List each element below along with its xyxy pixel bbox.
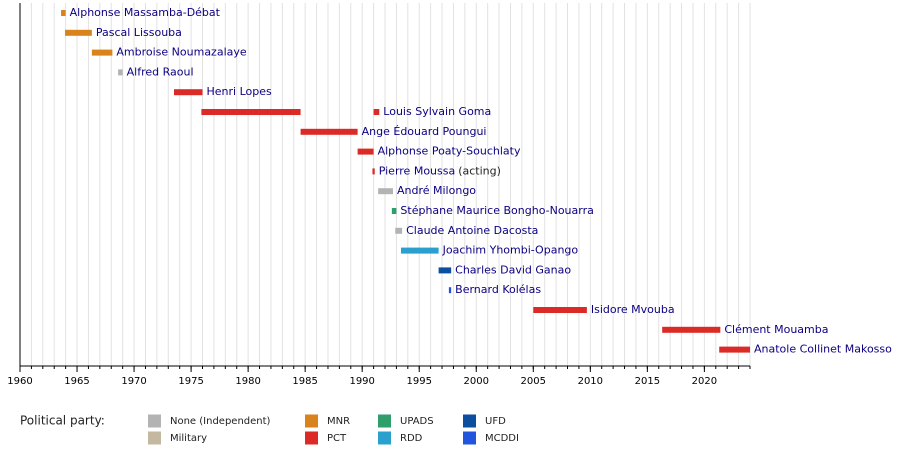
- pm-name[interactable]: Bernard Kolélas: [455, 283, 541, 296]
- term-bar: [300, 128, 358, 135]
- term-bar: [373, 109, 380, 115]
- legend-swatch: [378, 414, 391, 428]
- x-tick-label: 1970: [121, 376, 146, 387]
- pm-name[interactable]: Henri Lopes: [207, 85, 273, 98]
- pm-label: Charles David Ganao: [455, 263, 571, 276]
- x-tick-label: 1985: [292, 376, 317, 387]
- pm-label: Pascal Lissouba: [96, 26, 182, 39]
- pm-name[interactable]: Stéphane Maurice Bongho-Nouarra: [400, 204, 593, 217]
- x-tick-label: 2020: [692, 376, 717, 387]
- legend-label: MNR: [327, 416, 350, 427]
- term-bar: [91, 49, 113, 56]
- legend-swatch: [305, 414, 318, 428]
- pm-name[interactable]: Charles David Ganao: [455, 263, 571, 276]
- legend-swatch: [463, 431, 476, 445]
- term-bar: [378, 188, 393, 195]
- pm-name[interactable]: Ange Édouard Poungui: [362, 125, 487, 138]
- pm-name[interactable]: Joachim Yhombi-Opango: [442, 244, 579, 257]
- pm-label: Alphonse Poaty-Souchlaty: [378, 145, 521, 158]
- pm-label: Alphonse Massamba-Débat: [70, 6, 221, 19]
- term-bar: [61, 10, 66, 16]
- x-tick-label: 1990: [349, 376, 374, 387]
- term-bar: [65, 29, 92, 36]
- pm-name[interactable]: Clément Mouamba: [724, 323, 828, 336]
- term-bar: [662, 326, 721, 333]
- pm-label: Bernard Kolélas: [455, 283, 541, 296]
- pm-label: Stéphane Maurice Bongho-Nouarra: [400, 204, 593, 217]
- pm-label: Clément Mouamba: [724, 323, 828, 336]
- term-bar: [201, 109, 301, 115]
- x-tick-label: 1965: [64, 376, 89, 387]
- legend-swatch: [463, 414, 476, 428]
- legend-label: UPADS: [400, 416, 434, 427]
- pm-name[interactable]: Louis Sylvain Goma: [383, 105, 491, 118]
- x-tick-label: 1975: [178, 376, 203, 387]
- term-bar: [395, 227, 403, 234]
- pm-label: Alfred Raoul: [127, 65, 194, 78]
- legend-label: Military: [170, 433, 207, 444]
- term-bar: [372, 168, 375, 175]
- pm-note: (acting): [458, 164, 501, 177]
- x-tick-label: 2015: [635, 376, 660, 387]
- pm-name[interactable]: Pierre Moussa: [379, 164, 455, 177]
- legend-label: RDD: [400, 433, 423, 444]
- term-bar: [118, 69, 123, 76]
- x-tick-label: 1960: [7, 376, 32, 387]
- pm-name[interactable]: Alphonse Massamba-Débat: [70, 6, 221, 19]
- x-tick-label: 2000: [464, 376, 489, 387]
- term-bar: [173, 89, 203, 96]
- legend-title: Political party:: [20, 414, 105, 428]
- legend-swatch: [148, 431, 161, 445]
- x-tick-label: 1980: [235, 376, 260, 387]
- x-tick-label: 1995: [406, 376, 431, 387]
- x-tick-label: 2005: [521, 376, 546, 387]
- legend-label: PCT: [327, 433, 347, 444]
- legend-swatch: [305, 431, 318, 445]
- term-bar: [719, 346, 750, 353]
- pm-label: Louis Sylvain Goma: [383, 105, 491, 118]
- pm-label: André Milongo: [397, 184, 476, 197]
- legend-swatch: [378, 431, 391, 445]
- pm-name[interactable]: Ambroise Noumazalaye: [116, 46, 246, 59]
- pm-name[interactable]: Claude Antoine Dacosta: [406, 224, 538, 237]
- legend-swatch: [148, 414, 161, 428]
- pm-label: Joachim Yhombi-Opango: [442, 244, 579, 257]
- term-bar: [400, 247, 439, 254]
- legend-label: MCDDI: [485, 433, 519, 444]
- pm-name[interactable]: Alfred Raoul: [127, 65, 194, 78]
- x-tick-label: 2010: [578, 376, 603, 387]
- term-bar: [448, 287, 452, 294]
- pm-label: Henri Lopes: [207, 85, 273, 98]
- pm-label: Ambroise Noumazalaye: [116, 46, 246, 59]
- term-bar: [438, 267, 452, 274]
- pm-label: Anatole Collinet Makosso: [754, 343, 892, 356]
- pm-name[interactable]: Pascal Lissouba: [96, 26, 182, 39]
- pm-name[interactable]: André Milongo: [397, 184, 476, 197]
- pm-name[interactable]: Isidore Mvouba: [591, 303, 675, 316]
- pm-name[interactable]: Anatole Collinet Makosso: [754, 343, 892, 356]
- term-bar: [391, 208, 397, 214]
- pm-label: Isidore Mvouba: [591, 303, 675, 316]
- legend-label: None (Independent): [170, 416, 271, 427]
- pm-name[interactable]: Alphonse Poaty-Souchlaty: [378, 145, 521, 158]
- term-bar: [533, 307, 587, 313]
- pm-label: Claude Antoine Dacosta: [406, 224, 538, 237]
- pm-label: Ange Édouard Poungui: [362, 125, 487, 138]
- legend-label: UFD: [485, 416, 506, 427]
- term-bar: [357, 148, 374, 155]
- pm-label: Pierre Moussa (acting): [379, 164, 501, 177]
